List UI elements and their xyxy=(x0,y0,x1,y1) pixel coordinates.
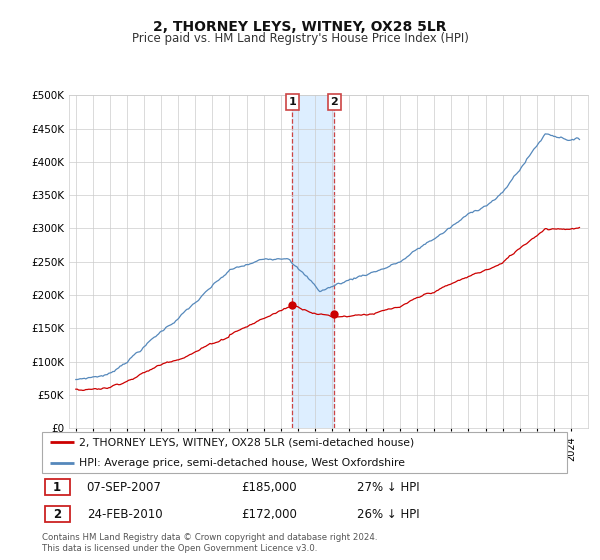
Text: 1: 1 xyxy=(53,480,61,494)
Text: 26% ↓ HPI: 26% ↓ HPI xyxy=(357,507,419,521)
Text: 2, THORNEY LEYS, WITNEY, OX28 5LR: 2, THORNEY LEYS, WITNEY, OX28 5LR xyxy=(153,20,447,34)
Text: 27% ↓ HPI: 27% ↓ HPI xyxy=(357,480,419,494)
Text: 2: 2 xyxy=(53,507,61,521)
Text: 24-FEB-2010: 24-FEB-2010 xyxy=(86,507,162,521)
Text: £185,000: £185,000 xyxy=(241,480,297,494)
Text: 2, THORNEY LEYS, WITNEY, OX28 5LR (semi-detached house): 2, THORNEY LEYS, WITNEY, OX28 5LR (semi-… xyxy=(79,437,414,447)
FancyBboxPatch shape xyxy=(44,479,70,496)
Text: 1: 1 xyxy=(289,97,296,107)
Text: HPI: Average price, semi-detached house, West Oxfordshire: HPI: Average price, semi-detached house,… xyxy=(79,459,405,468)
Text: 07-SEP-2007: 07-SEP-2007 xyxy=(86,480,161,494)
Text: £172,000: £172,000 xyxy=(241,507,298,521)
FancyBboxPatch shape xyxy=(42,432,567,473)
Text: Contains HM Land Registry data © Crown copyright and database right 2024.
This d: Contains HM Land Registry data © Crown c… xyxy=(42,533,377,553)
FancyBboxPatch shape xyxy=(44,506,70,522)
Text: Price paid vs. HM Land Registry's House Price Index (HPI): Price paid vs. HM Land Registry's House … xyxy=(131,32,469,45)
Text: 2: 2 xyxy=(331,97,338,107)
Bar xyxy=(292,95,334,428)
